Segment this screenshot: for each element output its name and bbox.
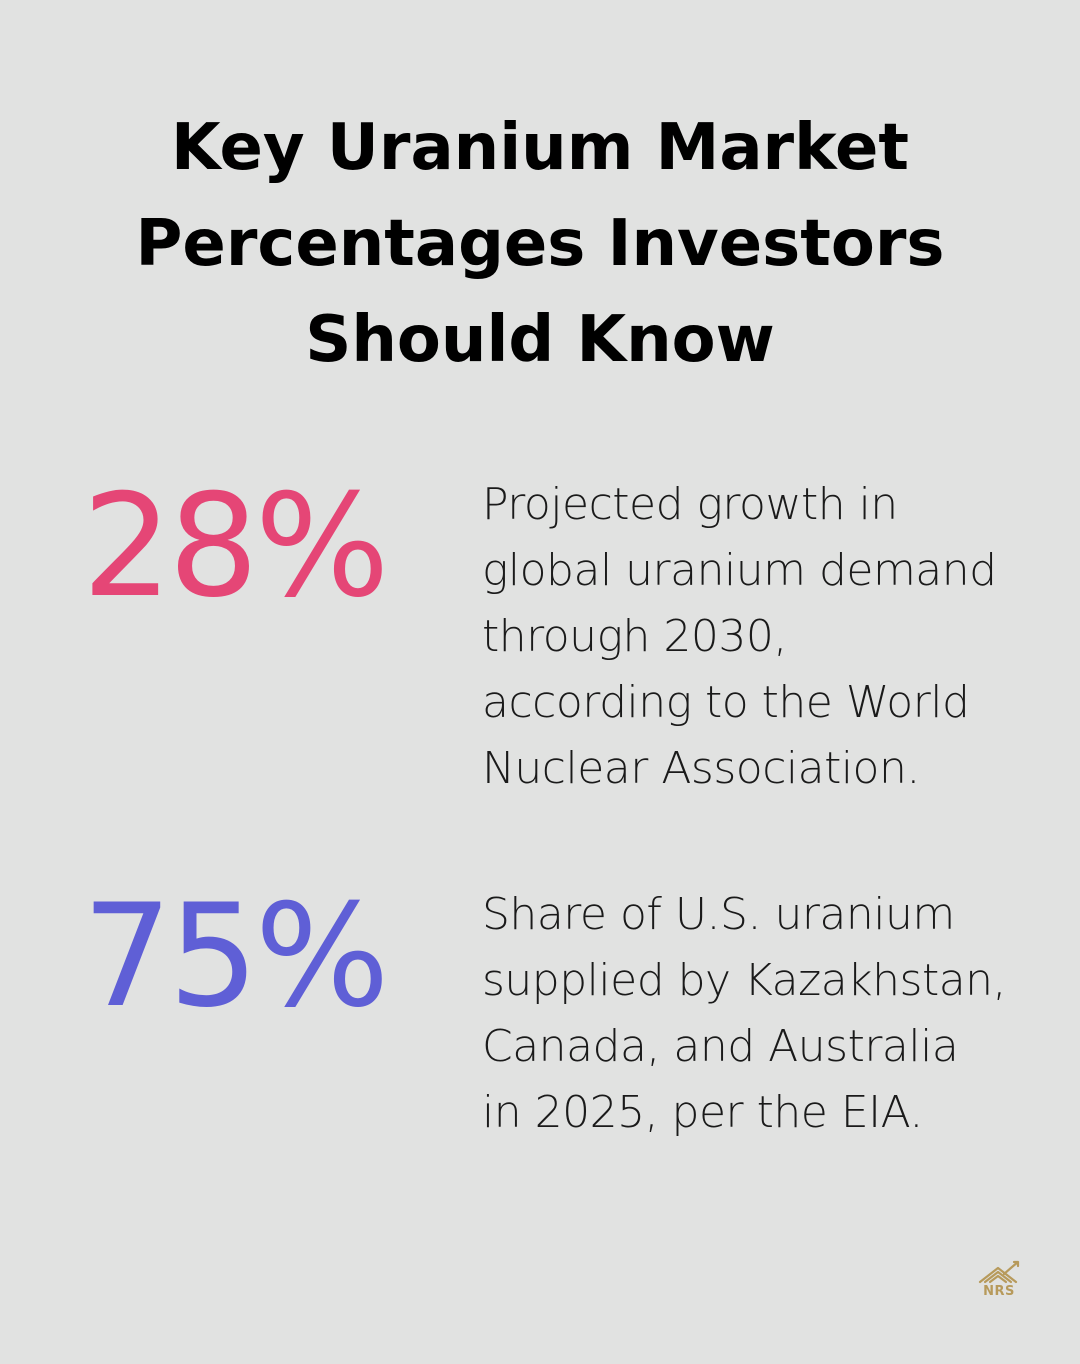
stat-description: Share of U.S. uranium supplied by Kazakh… [482,882,1042,1146]
logo-text: NRS [983,1284,1015,1299]
title-line-2: Percentages Investors [135,207,945,281]
stat-description-line: Share of U.S. uranium [482,889,955,940]
stat-description-line: Canada, and Australia [482,1021,959,1072]
stat-description: Projected growth in global uranium deman… [482,472,1042,802]
stat-value: 28% [82,464,390,629]
stat-description-line: Nuclear Association. [482,743,920,794]
stat-description-line: according to the World [482,677,970,728]
stat-description-line: in 2025, per the EIA. [482,1087,923,1138]
stat-description-line: through 2030, [482,611,787,662]
stat-description-line: supplied by Kazakhstan, [482,955,1007,1006]
title-line-1: Key Uranium Market [171,111,909,185]
stat-value: 75% [82,874,390,1039]
title-line-3: Should Know [305,303,775,377]
page-title: Key Uranium Market Percentages Investors… [60,100,1020,388]
house-chart-icon [978,1260,1020,1284]
stat-description-line: Projected growth in [482,479,898,530]
stat-description-line: global uranium demand [482,545,997,596]
